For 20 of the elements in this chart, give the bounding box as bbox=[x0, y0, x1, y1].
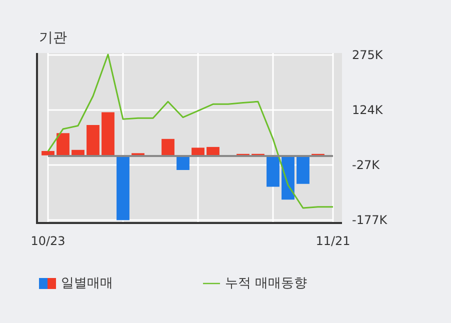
bar bbox=[116, 155, 130, 220]
bar bbox=[266, 155, 280, 187]
y-tick-label: -27K bbox=[352, 158, 381, 172]
legend-label: 누적 매매동향 bbox=[225, 276, 308, 291]
x-tick-label: 11/21 bbox=[316, 234, 350, 248]
x-tick-label: 10/23 bbox=[30, 234, 66, 248]
bar bbox=[192, 148, 204, 156]
bar bbox=[56, 133, 70, 156]
bar bbox=[42, 150, 54, 156]
y-tick-label: 124K bbox=[352, 103, 384, 118]
bar bbox=[206, 146, 220, 156]
bar bbox=[102, 112, 114, 156]
chart-title: 기관 bbox=[39, 30, 67, 46]
bar bbox=[296, 155, 310, 184]
legend-label: 일별매매 bbox=[61, 276, 113, 291]
y-tick-label: -177K bbox=[352, 213, 388, 228]
bar bbox=[162, 138, 174, 156]
y-tick-label: 275K bbox=[352, 48, 384, 62]
bar bbox=[72, 150, 84, 156]
bar bbox=[86, 125, 100, 156]
